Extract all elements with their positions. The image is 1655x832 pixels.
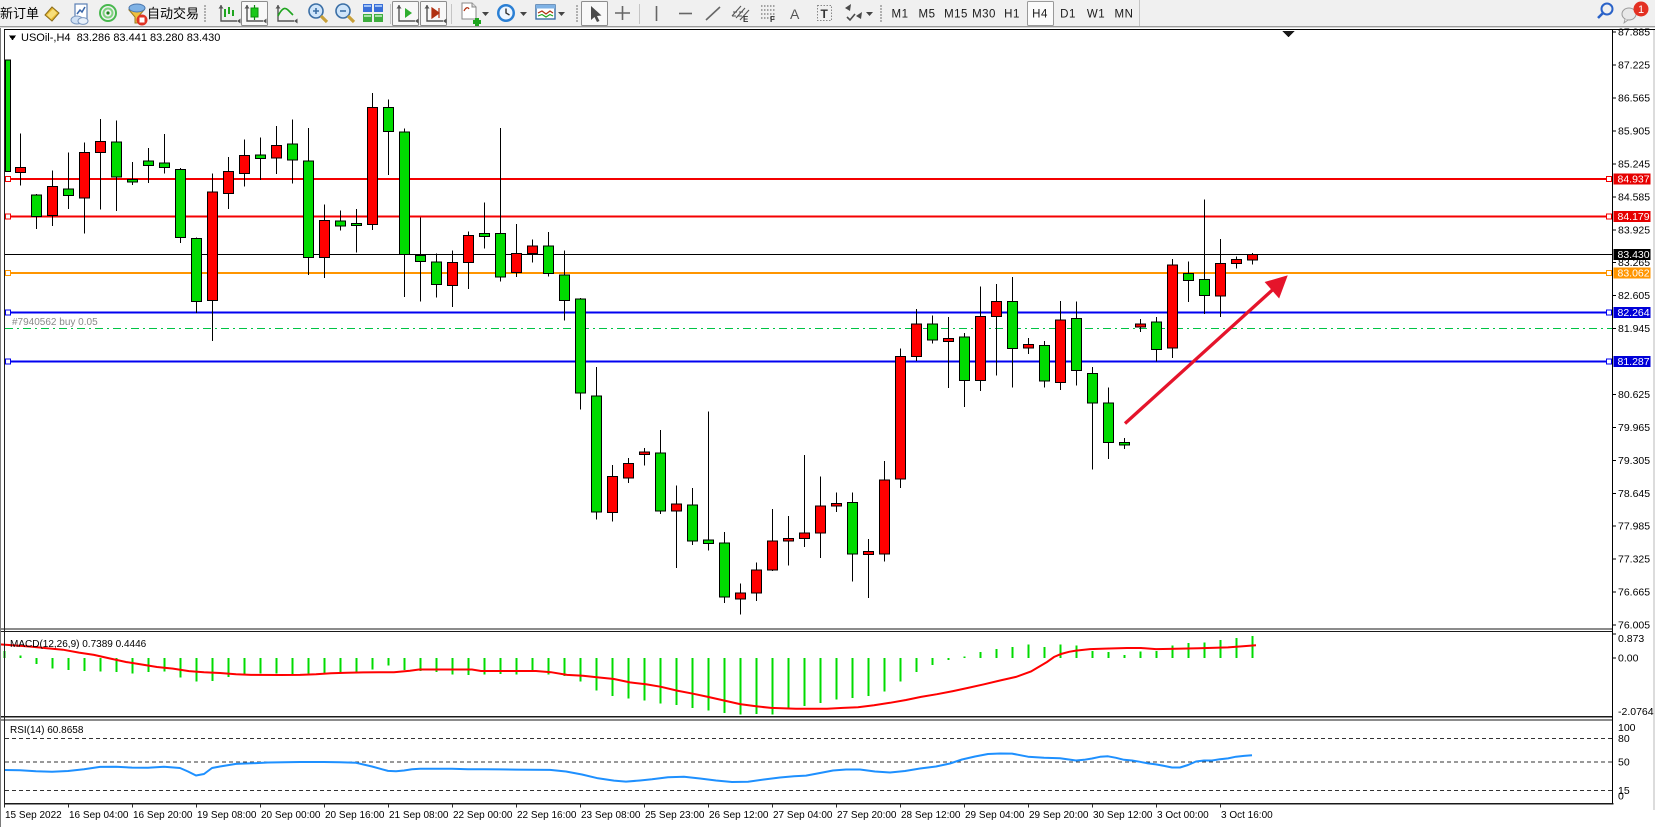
svg-text:26 Sep 12:00: 26 Sep 12:00 (709, 810, 769, 821)
svg-text:#7940562 buy 0.05: #7940562 buy 0.05 (12, 317, 98, 328)
svg-text:16 Sep 20:00: 16 Sep 20:00 (133, 810, 193, 821)
svg-text:30 Sep 12:00: 30 Sep 12:00 (1093, 810, 1153, 821)
svg-text:0.873: 0.873 (1618, 633, 1644, 645)
svg-text:21 Sep 08:00: 21 Sep 08:00 (389, 810, 449, 821)
svg-text:87.225: 87.225 (1618, 60, 1650, 72)
svg-text:M15: M15 (944, 9, 968, 21)
svg-text:新订单: 新订单 (0, 6, 39, 21)
svg-text:0.00: 0.00 (1618, 653, 1639, 665)
svg-text:M1: M1 (892, 9, 909, 21)
svg-text:83.265: 83.265 (1618, 257, 1650, 269)
svg-text:85.245: 85.245 (1618, 158, 1650, 170)
svg-text:80.625: 80.625 (1618, 389, 1650, 401)
svg-text:77.985: 77.985 (1618, 521, 1650, 533)
svg-text:M5: M5 (919, 9, 936, 21)
svg-text:50: 50 (1618, 757, 1630, 769)
svg-text:78.645: 78.645 (1618, 488, 1650, 500)
svg-text:87.885: 87.885 (1618, 27, 1650, 39)
svg-text:USOil-,H4 83.286 83.441 83.28: USOil-,H4 83.286 83.441 83.280 83.430 (21, 32, 220, 44)
svg-text:3 Oct 16:00: 3 Oct 16:00 (1221, 810, 1273, 821)
svg-text:1: 1 (1638, 4, 1644, 16)
svg-text:83.925: 83.925 (1618, 224, 1650, 236)
svg-text:84.585: 84.585 (1618, 191, 1650, 203)
svg-text:23 Sep 08:00: 23 Sep 08:00 (581, 810, 641, 821)
svg-text:85.905: 85.905 (1618, 126, 1650, 138)
svg-text:83.430: 83.430 (1618, 249, 1650, 261)
svg-text:100: 100 (1618, 722, 1636, 734)
svg-text:79.965: 79.965 (1618, 422, 1650, 434)
svg-text:77.325: 77.325 (1618, 554, 1650, 566)
svg-text:76.665: 76.665 (1618, 587, 1650, 599)
svg-text:28 Sep 12:00: 28 Sep 12:00 (901, 810, 961, 821)
svg-text:84.937: 84.937 (1618, 174, 1650, 186)
svg-text:-2.0764: -2.0764 (1618, 706, 1654, 718)
svg-text:E: E (743, 15, 749, 24)
svg-text:A: A (790, 6, 800, 22)
svg-text:20 Sep 00:00: 20 Sep 00:00 (261, 810, 321, 821)
svg-text:76.005: 76.005 (1618, 620, 1650, 632)
svg-text:15: 15 (1618, 785, 1630, 797)
svg-text:82.264: 82.264 (1618, 307, 1650, 319)
svg-text:84.179: 84.179 (1618, 211, 1650, 223)
svg-text:自动交易: 自动交易 (147, 6, 199, 21)
svg-text:19 Sep 08:00: 19 Sep 08:00 (197, 810, 257, 821)
svg-text:25 Sep 23:00: 25 Sep 23:00 (645, 810, 705, 821)
svg-text:M30: M30 (972, 9, 996, 21)
svg-text:83.062: 83.062 (1618, 268, 1650, 280)
svg-text:H4: H4 (1032, 9, 1048, 21)
svg-text:RSI(14) 60.8658: RSI(14) 60.8658 (10, 725, 84, 736)
svg-text:86.565: 86.565 (1618, 93, 1650, 105)
svg-text:H1: H1 (1004, 9, 1020, 21)
svg-text:81.287: 81.287 (1618, 356, 1650, 368)
svg-text:27 Sep 04:00: 27 Sep 04:00 (773, 810, 833, 821)
svg-text:D1: D1 (1060, 9, 1076, 21)
svg-text:81.945: 81.945 (1618, 323, 1650, 335)
svg-text:22 Sep 16:00: 22 Sep 16:00 (517, 810, 577, 821)
svg-text:22 Sep 00:00: 22 Sep 00:00 (453, 810, 513, 821)
svg-text:F: F (770, 15, 775, 24)
svg-text:MACD(12,26,9) 0.7389 0.4446: MACD(12,26,9) 0.7389 0.4446 (10, 639, 147, 650)
svg-text:27 Sep 20:00: 27 Sep 20:00 (837, 810, 897, 821)
svg-text:16 Sep 04:00: 16 Sep 04:00 (69, 810, 129, 821)
svg-text:T: T (821, 7, 829, 21)
svg-text:29 Sep 20:00: 29 Sep 20:00 (1029, 810, 1089, 821)
svg-text:W1: W1 (1087, 9, 1105, 21)
svg-text:20 Sep 16:00: 20 Sep 16:00 (325, 810, 385, 821)
svg-text:0: 0 (1618, 791, 1624, 803)
svg-text:79.305: 79.305 (1618, 455, 1650, 467)
svg-text:82.605: 82.605 (1618, 290, 1650, 302)
svg-text:3 Oct 00:00: 3 Oct 00:00 (1157, 810, 1209, 821)
svg-text:MN: MN (1115, 9, 1134, 21)
svg-text:29 Sep 04:00: 29 Sep 04:00 (965, 810, 1025, 821)
svg-text:15 Sep 2022: 15 Sep 2022 (5, 810, 62, 821)
svg-text:80: 80 (1618, 733, 1630, 745)
